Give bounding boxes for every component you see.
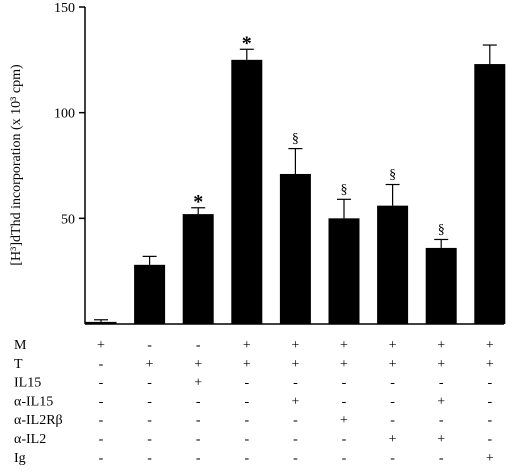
bar (377, 205, 409, 324)
condition-sign: - (99, 357, 104, 372)
condition-sign: - (293, 376, 298, 391)
condition-sign: + (389, 338, 397, 353)
condition-sign: - (487, 432, 492, 447)
condition-sign: + (340, 357, 348, 372)
condition-sign: - (342, 394, 347, 409)
bar (134, 264, 166, 324)
condition-sign: - (196, 451, 201, 466)
significance-mark: § (341, 182, 348, 197)
condition-sign: - (390, 376, 395, 391)
bar (231, 59, 263, 324)
y-tick-label: 100 (54, 107, 75, 122)
condition-sign: - (244, 451, 249, 466)
condition-sign: + (437, 357, 445, 372)
bar (474, 64, 506, 324)
condition-sign: + (437, 394, 445, 409)
significance-mark: * (242, 32, 252, 54)
condition-sign: + (486, 357, 494, 372)
bar (328, 218, 360, 324)
condition-sign: - (390, 394, 395, 409)
condition-label: M (14, 338, 27, 353)
condition-label: Ig (14, 451, 26, 466)
condition-sign: - (439, 376, 444, 391)
condition-sign: - (147, 376, 152, 391)
condition-sign: + (389, 432, 397, 447)
condition-sign: + (486, 338, 494, 353)
condition-label: IL15 (14, 376, 41, 391)
condition-sign: - (390, 413, 395, 428)
condition-sign: - (99, 413, 104, 428)
condition-sign: - (99, 376, 104, 391)
condition-sign: - (390, 451, 395, 466)
condition-sign: + (194, 357, 202, 372)
condition-sign: - (342, 451, 347, 466)
condition-sign: - (293, 413, 298, 428)
condition-sign: - (196, 413, 201, 428)
significance-mark: § (292, 132, 299, 147)
condition-sign: - (293, 432, 298, 447)
condition-sign: + (291, 394, 299, 409)
condition-sign: + (437, 338, 445, 353)
condition-sign: + (340, 413, 348, 428)
condition-sign: - (487, 376, 492, 391)
condition-sign: - (487, 394, 492, 409)
condition-sign: + (437, 432, 445, 447)
bar (425, 247, 457, 324)
condition-sign: - (147, 413, 152, 428)
condition-sign: - (99, 451, 104, 466)
condition-sign: - (99, 432, 104, 447)
bars: * * § § § § (85, 32, 506, 324)
condition-sign: + (194, 376, 202, 391)
condition-sign: + (486, 451, 494, 466)
bar (279, 173, 311, 324)
condition-sign: + (291, 357, 299, 372)
condition-label: α-IL2 (14, 432, 46, 447)
condition-sign: - (439, 413, 444, 428)
condition-sign: - (244, 394, 249, 409)
condition-label: α-IL15 (14, 394, 53, 409)
condition-sign: - (244, 376, 249, 391)
significance-mark: § (438, 222, 445, 237)
condition-sign: - (439, 451, 444, 466)
condition-sign: + (146, 357, 154, 372)
condition-sign: + (97, 338, 105, 353)
condition-sign: - (147, 394, 152, 409)
condition-sign: - (342, 432, 347, 447)
condition-sign: + (291, 338, 299, 353)
condition-sign: - (196, 338, 201, 353)
condition-sign: - (293, 451, 298, 466)
bar (85, 321, 117, 324)
condition-sign: - (147, 451, 152, 466)
condition-sign: + (243, 338, 251, 353)
condition-label: α-IL2Rβ (14, 413, 63, 428)
significance-mark: § (389, 168, 396, 183)
y-axis-title: [H³]dThd incorporation (x 10³ cpm) (9, 64, 24, 266)
condition-sign: + (340, 338, 348, 353)
condition-sign: - (147, 432, 152, 447)
condition-sign: - (487, 413, 492, 428)
condition-table: M + - - + + + + + + T - + + + + + + + + IL15 - - + - - - - - - α-IL15 -… (14, 338, 494, 466)
condition-sign: + (389, 357, 397, 372)
condition-sign: - (196, 432, 201, 447)
y-tick-label: 150 (54, 1, 75, 16)
condition-sign: - (244, 432, 249, 447)
condition-sign: - (99, 394, 104, 409)
significance-mark: * (193, 191, 203, 213)
condition-sign: - (147, 338, 152, 353)
condition-sign: - (196, 394, 201, 409)
bar (182, 214, 214, 324)
condition-sign: - (342, 376, 347, 391)
y-tick-label: 50 (61, 212, 75, 227)
condition-sign: + (243, 357, 251, 372)
condition-sign: - (244, 413, 249, 428)
condition-label: T (14, 357, 23, 372)
